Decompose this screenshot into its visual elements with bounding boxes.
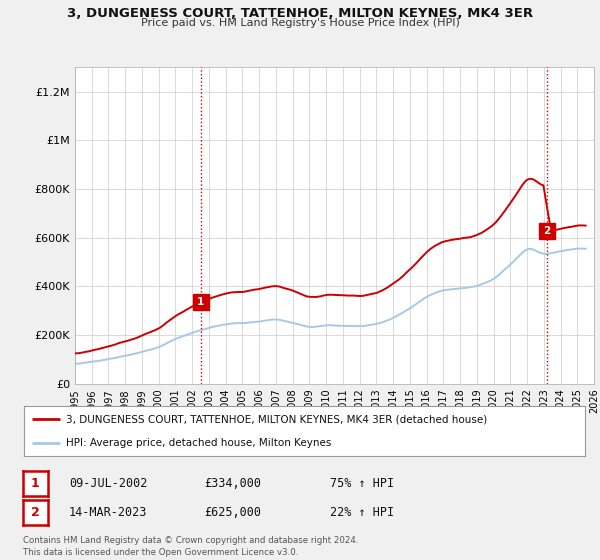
Text: Contains HM Land Registry data © Crown copyright and database right 2024.
This d: Contains HM Land Registry data © Crown c… — [23, 536, 358, 557]
Text: HPI: Average price, detached house, Milton Keynes: HPI: Average price, detached house, Milt… — [66, 438, 331, 449]
Text: 2: 2 — [31, 506, 40, 519]
Text: 1: 1 — [31, 477, 40, 490]
Text: 75% ↑ HPI: 75% ↑ HPI — [330, 477, 394, 490]
Text: 22% ↑ HPI: 22% ↑ HPI — [330, 506, 394, 519]
Text: 3, DUNGENESS COURT, TATTENHOE, MILTON KEYNES, MK4 3ER: 3, DUNGENESS COURT, TATTENHOE, MILTON KE… — [67, 7, 533, 20]
Text: 1: 1 — [197, 297, 205, 307]
Text: 2: 2 — [544, 226, 551, 236]
Text: 14-MAR-2023: 14-MAR-2023 — [69, 506, 148, 519]
Text: Price paid vs. HM Land Registry's House Price Index (HPI): Price paid vs. HM Land Registry's House … — [140, 18, 460, 28]
Text: 3, DUNGENESS COURT, TATTENHOE, MILTON KEYNES, MK4 3ER (detached house): 3, DUNGENESS COURT, TATTENHOE, MILTON KE… — [66, 414, 487, 424]
Text: 09-JUL-2002: 09-JUL-2002 — [69, 477, 148, 490]
Text: £625,000: £625,000 — [204, 506, 261, 519]
Text: £334,000: £334,000 — [204, 477, 261, 490]
